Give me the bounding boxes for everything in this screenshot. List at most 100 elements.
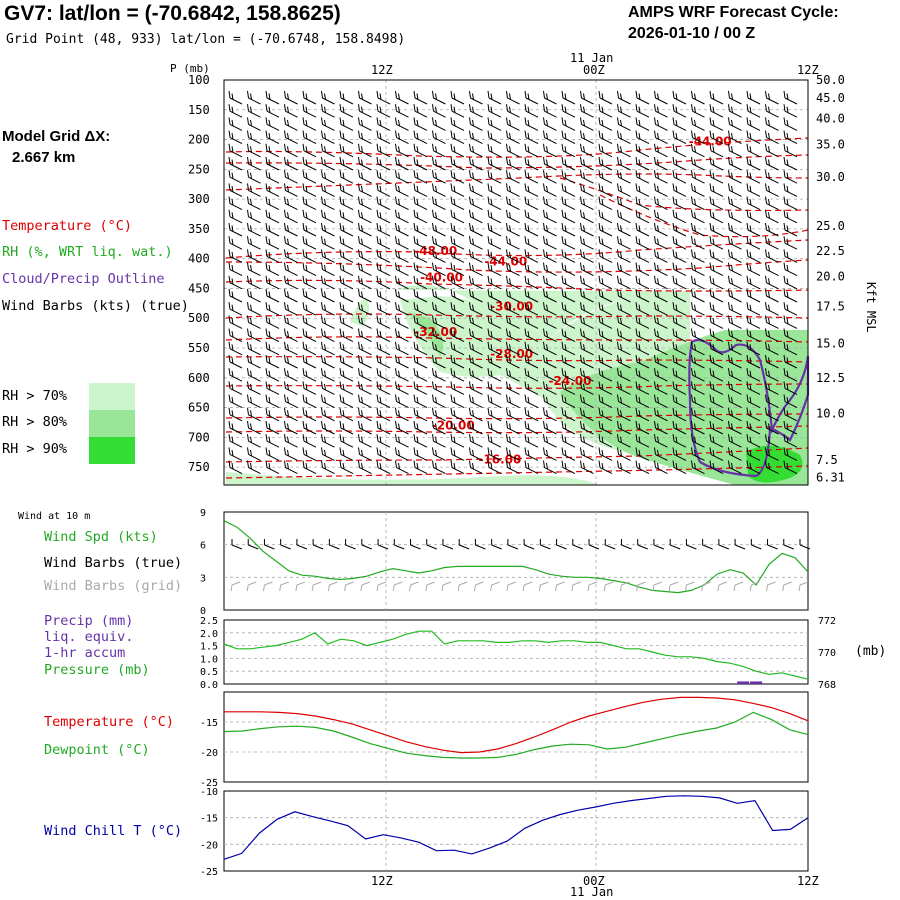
- wind-barb: [247, 275, 261, 290]
- wind-barb: [617, 222, 631, 237]
- wind-barb: [450, 315, 465, 329]
- wind-barb: [654, 315, 668, 329]
- wind-barb: [487, 222, 502, 237]
- wind-barb: [561, 130, 576, 145]
- kft-tick-label: 10.0: [816, 407, 845, 421]
- pressure-tick-label: 750: [188, 460, 210, 474]
- wind-barb: [580, 156, 594, 171]
- wind-barb: [672, 236, 687, 250]
- wind-barb: [672, 368, 687, 382]
- wind-barb: [265, 183, 280, 197]
- wind-barb: [524, 156, 539, 171]
- wind-barb: [339, 407, 354, 422]
- wind-barb: [654, 447, 668, 461]
- wind-barb: [432, 262, 446, 277]
- wind-barb: [469, 434, 483, 448]
- wind-barb: [524, 381, 539, 395]
- wind-barb: [524, 328, 539, 343]
- wind-barb: [265, 328, 280, 343]
- wind-barb: [561, 302, 576, 316]
- temp-frame: [223, 691, 809, 783]
- wind-barb: [487, 420, 502, 435]
- wind-barb: [580, 222, 594, 237]
- wind-barb: [506, 315, 520, 329]
- wind-barb: [506, 394, 520, 409]
- wind-barb: [654, 394, 668, 409]
- wind-barb: [783, 249, 798, 263]
- wind-barb: [321, 156, 335, 171]
- legend-rh90: RH > 90%: [2, 441, 68, 457]
- wind-barb: [672, 130, 687, 145]
- wind-barb: [524, 447, 539, 461]
- wind-barb: [524, 420, 539, 435]
- wind-barb: [469, 156, 483, 171]
- wind-barb: [635, 407, 650, 422]
- wind-barb: [709, 315, 724, 329]
- wind-barb: [302, 156, 317, 171]
- wind-barb: [580, 315, 594, 329]
- wind-barb: [247, 288, 261, 303]
- chill-ytick: -15: [200, 814, 218, 825]
- wind-barb-10m: [410, 539, 421, 550]
- wind-barb: [672, 328, 687, 343]
- wind-barb: [302, 130, 317, 145]
- wind-barb: [543, 381, 557, 395]
- wind-barb: [358, 104, 372, 118]
- wind-barb: [395, 315, 409, 329]
- wind-barb: [339, 420, 354, 435]
- wind-barb: [487, 170, 502, 184]
- wind-barb: [543, 249, 557, 263]
- wind-barb: [654, 196, 668, 211]
- wind-barb: [709, 407, 724, 422]
- wind-barb: [487, 315, 502, 329]
- wind-barb: [469, 262, 483, 277]
- chill-frame: [223, 790, 809, 872]
- wind-barb: [746, 420, 761, 435]
- wind-barb: [617, 104, 631, 118]
- wind-barb: [506, 328, 520, 343]
- wind-barb: [321, 288, 335, 303]
- wind-barb: [765, 381, 779, 395]
- wind-barb: [395, 420, 409, 435]
- wind-barb: [524, 117, 539, 131]
- wind-barb: [598, 183, 613, 197]
- wind-barb: [284, 447, 298, 461]
- wind-barb: [413, 249, 428, 263]
- wind-barb: [376, 90, 391, 105]
- wind-barb: [672, 183, 687, 197]
- wind-barb-grid: [798, 581, 809, 592]
- temp-ytick: -25: [200, 778, 218, 789]
- wind-ytick: 9: [200, 508, 206, 519]
- wind-barb: [580, 368, 594, 382]
- wind-barb: [321, 90, 335, 105]
- wind-barb: [580, 170, 594, 184]
- pressure-tick-label: 250: [188, 162, 210, 176]
- model-grid-box: Model Grid ΔX: 2.667 km: [2, 126, 110, 168]
- kft-tick-label: 22.5: [816, 244, 845, 258]
- wind-barb: [247, 447, 261, 461]
- wind-barb: [728, 90, 742, 105]
- wind-barb-10m: [734, 539, 746, 550]
- wind-barb: [765, 341, 779, 356]
- wind-barb: [450, 222, 465, 237]
- wind-barb: [654, 407, 668, 422]
- wind-barb: [691, 407, 705, 422]
- wind-barb: [265, 222, 280, 237]
- wind-barb: [247, 130, 261, 145]
- wind-barb: [765, 368, 779, 382]
- wind-barb: [543, 394, 557, 409]
- wind-barb: [709, 460, 724, 475]
- wind-barb: [487, 143, 502, 158]
- wind-barb: [654, 117, 668, 131]
- wind-barb: [524, 407, 539, 422]
- wind-barb: [469, 196, 483, 211]
- wind-barb-10m: [588, 539, 600, 550]
- wind-barb: [284, 288, 298, 303]
- wind-barb: [709, 156, 724, 171]
- wind-barb: [284, 249, 298, 263]
- wind-barb: [524, 315, 539, 329]
- temperature-contour-label: -44.00: [689, 134, 732, 148]
- wind-barb: [395, 196, 409, 211]
- wind-barb: [302, 368, 317, 382]
- wind-barb: [728, 196, 742, 211]
